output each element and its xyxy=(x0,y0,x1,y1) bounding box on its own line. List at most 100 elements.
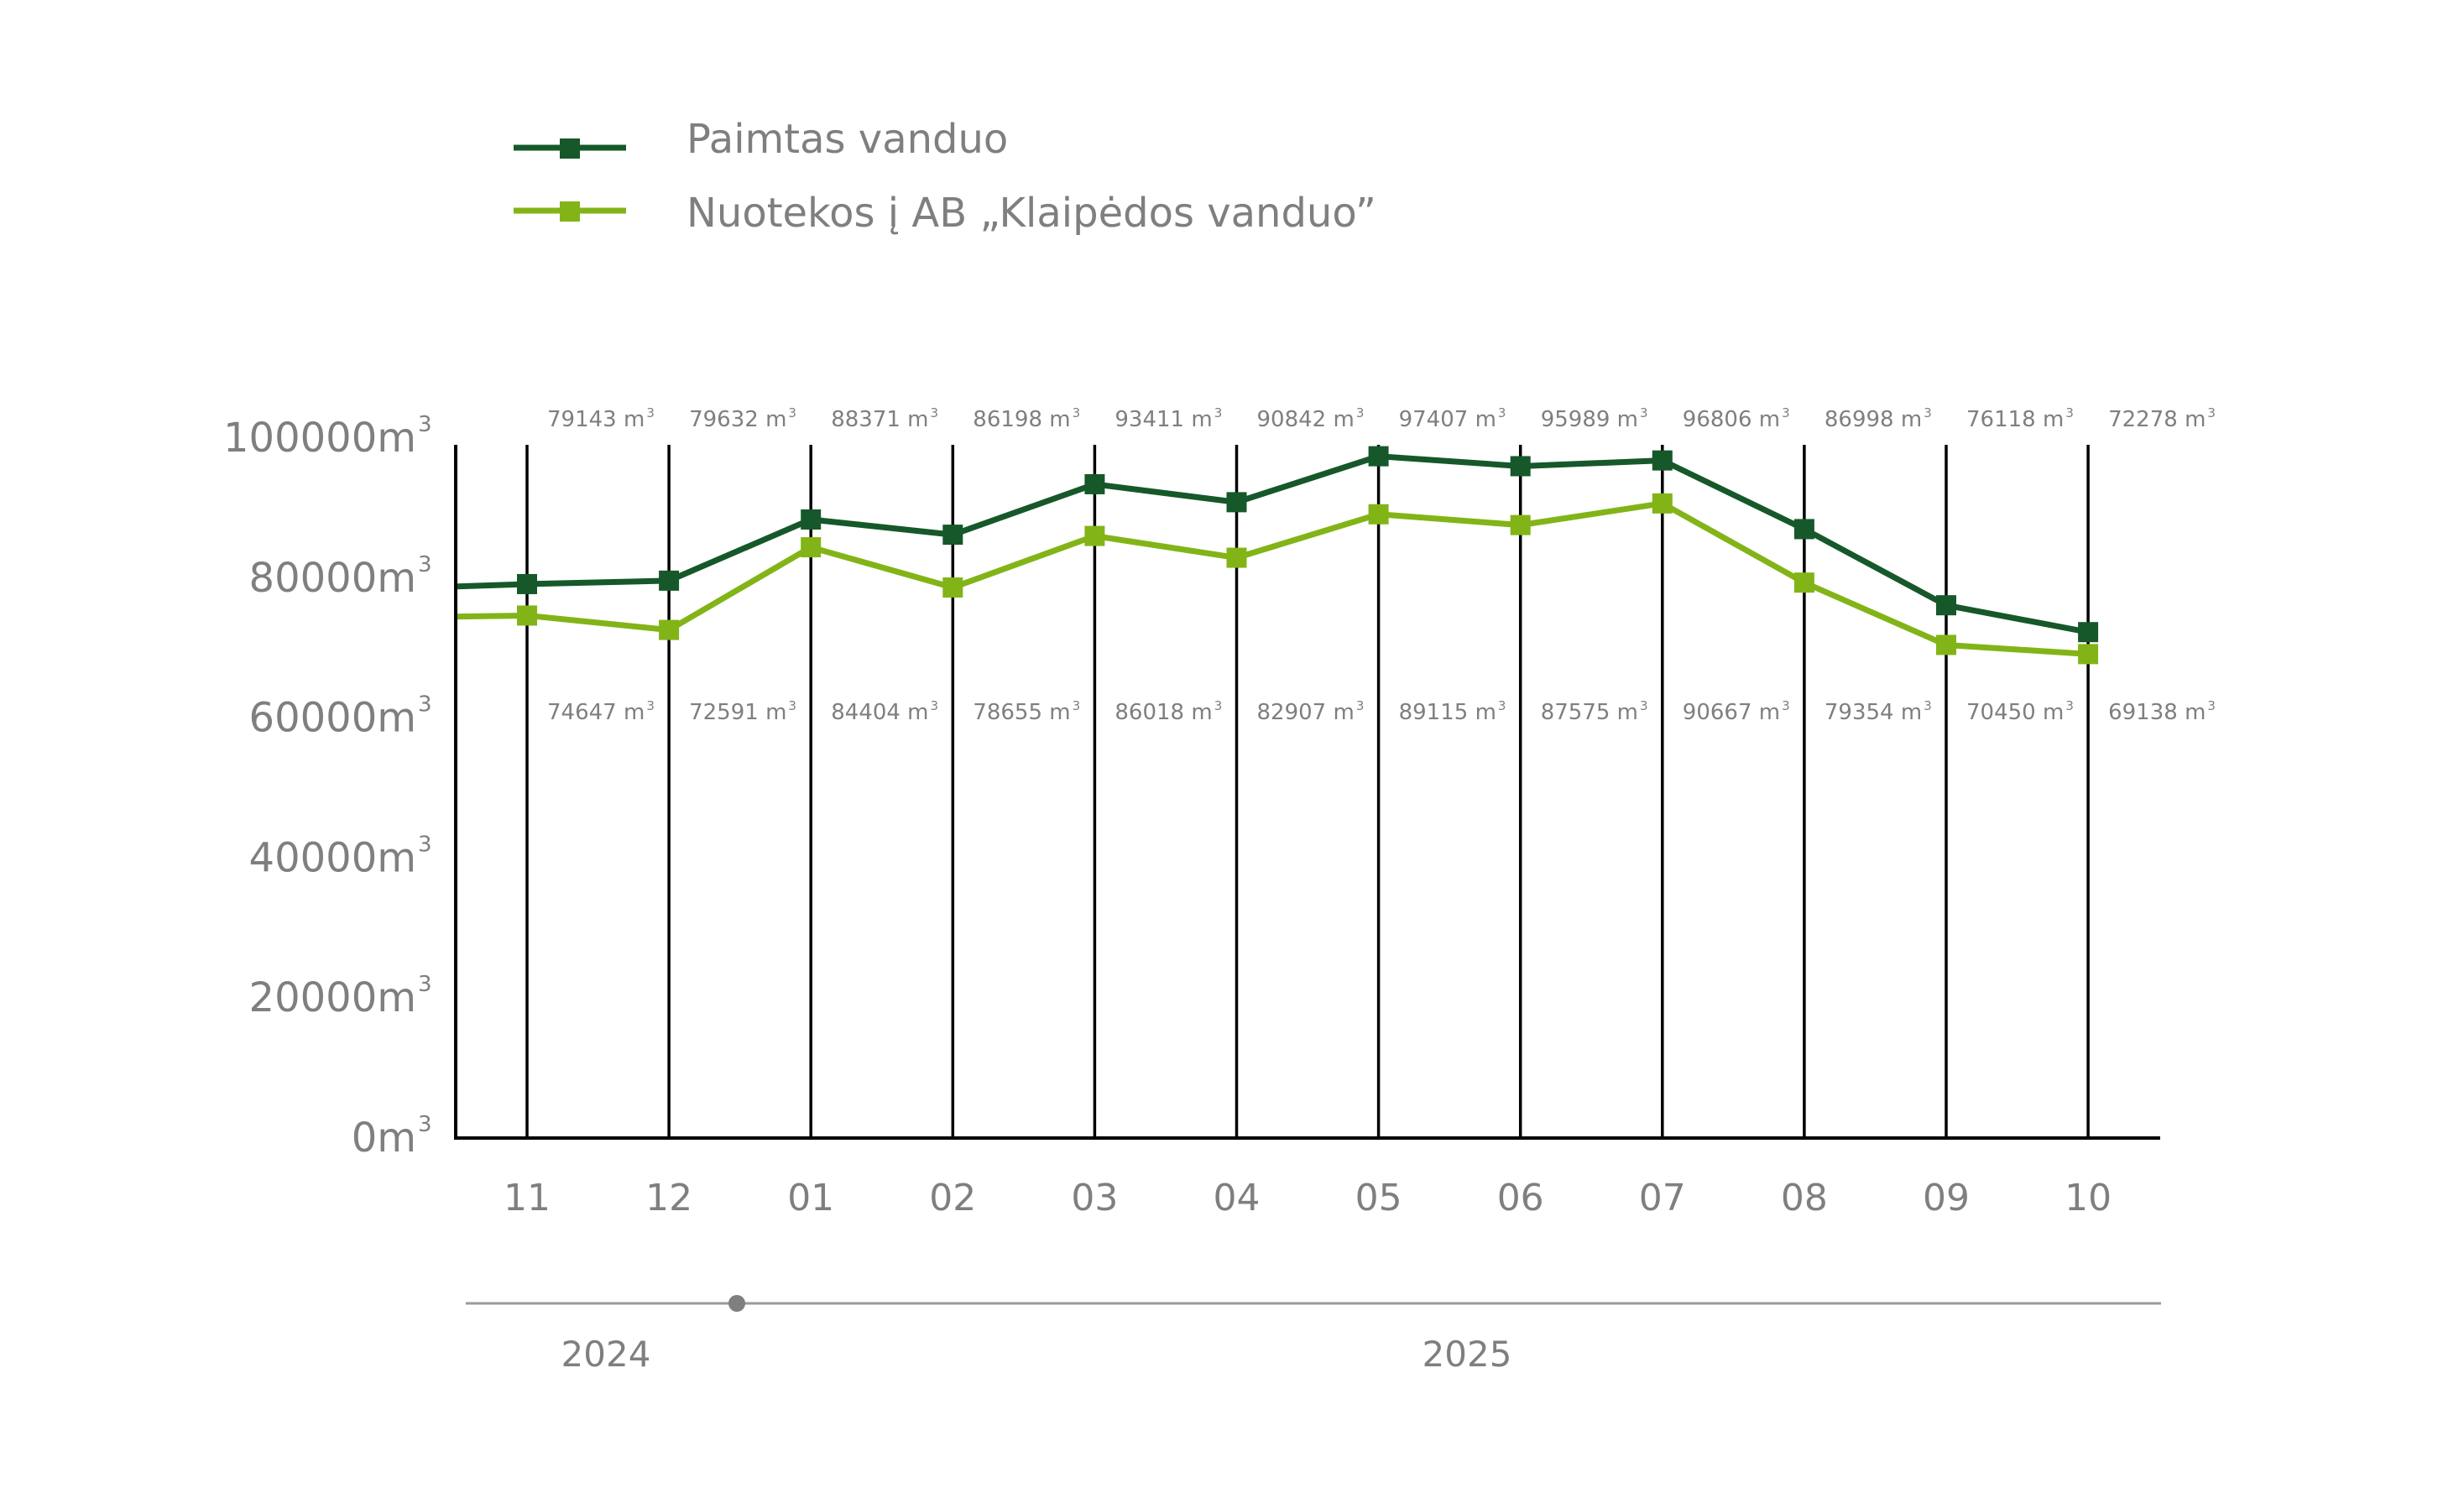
data-label-superscript: 3 xyxy=(788,698,796,713)
series-line-1 xyxy=(457,500,2089,657)
series-0-point-04 xyxy=(1226,492,1247,513)
series-0-point-01 xyxy=(801,509,822,530)
series-0-point-02 xyxy=(942,525,963,546)
data-label-1-11: 74647 m xyxy=(547,700,645,725)
y-tick-superscript: 3 xyxy=(418,412,432,437)
series-0-point-05 xyxy=(1368,446,1389,467)
data-label-superscript: 3 xyxy=(1214,698,1223,713)
data-label-0-08: 86998 m xyxy=(1825,407,1922,432)
y-tick-label-60000: 60000m xyxy=(249,695,416,742)
data-label-0-12: 79632 m xyxy=(689,407,786,432)
series-1-point-12 xyxy=(659,619,680,640)
data-label-superscript: 3 xyxy=(1073,698,1081,713)
data-label-superscript: 3 xyxy=(1214,405,1223,420)
series-1-point-07 xyxy=(1652,493,1673,514)
y-tick-label-100000: 100000m xyxy=(223,415,416,462)
series-1-point-10 xyxy=(2078,644,2099,665)
data-label-1-01: 84404 m xyxy=(831,700,928,725)
x-tick-label-01: 01 xyxy=(787,1177,834,1219)
data-label-1-12: 72591 m xyxy=(689,700,786,725)
data-label-superscript: 3 xyxy=(788,405,796,420)
y-tick-label-0: 0m xyxy=(352,1115,416,1162)
data-label-superscript: 3 xyxy=(1782,405,1790,420)
series-0-point-11 xyxy=(517,573,537,594)
data-label-superscript: 3 xyxy=(1640,405,1648,420)
data-label-1-03: 86018 m xyxy=(1115,700,1212,725)
data-label-superscript: 3 xyxy=(646,405,655,420)
year-label-2025: 2025 xyxy=(1423,1334,1512,1375)
data-label-superscript: 3 xyxy=(1782,698,1790,713)
data-label-1-02: 78655 m xyxy=(973,700,1070,725)
legend-label-nuotekos: Nuotekos į AB „Klaipėdos vanduo” xyxy=(686,190,1376,237)
legend-item-paimtas: Paimtas vanduo xyxy=(514,116,1008,163)
data-label-superscript: 3 xyxy=(2065,405,2074,420)
data-label-1-05: 89115 m xyxy=(1399,700,1496,725)
data-label-0-11: 79143 m xyxy=(547,407,645,432)
series-0-point-08 xyxy=(1793,519,1814,540)
x-tick-label-06: 06 xyxy=(1497,1177,1544,1219)
data-label-0-06: 95989 m xyxy=(1541,407,1638,432)
x-tick-label-03: 03 xyxy=(1071,1177,1118,1219)
data-label-1-10: 69138 m xyxy=(2108,700,2206,725)
data-label-1-06: 87575 m xyxy=(1541,700,1638,725)
series-1-point-11 xyxy=(517,605,537,626)
x-tick-label-08: 08 xyxy=(1781,1177,1828,1219)
series-0-point-10 xyxy=(2078,622,2099,643)
y-tick-label-40000: 40000m xyxy=(249,834,416,881)
series-0-point-09 xyxy=(1936,595,1956,616)
data-label-superscript: 3 xyxy=(1924,405,1932,420)
series-1-point-02 xyxy=(942,577,963,598)
y-tick-superscript: 3 xyxy=(418,832,432,857)
series-1-point-05 xyxy=(1368,504,1389,525)
data-label-1-09: 70450 m xyxy=(1966,700,2064,725)
data-label-superscript: 3 xyxy=(1924,698,1932,713)
data-label-superscript: 3 xyxy=(2065,698,2074,713)
y-tick-label-20000: 20000m xyxy=(249,974,416,1021)
x-tick-label-11: 11 xyxy=(504,1177,551,1219)
series-1-point-09 xyxy=(1936,634,1956,655)
series-1-point-08 xyxy=(1793,572,1814,593)
axes xyxy=(454,445,2160,1140)
data-label-superscript: 3 xyxy=(1356,405,1365,420)
timeline-dot xyxy=(728,1295,745,1312)
series-1-point-04 xyxy=(1226,547,1247,568)
x-tick-label-05: 05 xyxy=(1355,1177,1402,1219)
series-group xyxy=(457,446,2099,665)
legend-item-nuotekos: Nuotekos į AB „Klaipėdos vanduo” xyxy=(514,190,1376,237)
data-label-superscript: 3 xyxy=(2207,698,2216,713)
data-label-1-04: 82907 m xyxy=(1257,700,1355,725)
x-tick-label-07: 07 xyxy=(1639,1177,1686,1219)
data-label-superscript: 3 xyxy=(2207,405,2216,420)
series-0-point-06 xyxy=(1510,456,1531,477)
x-tick-label-10: 10 xyxy=(2065,1177,2112,1219)
y-tick-superscript: 3 xyxy=(418,972,432,997)
data-label-0-04: 90842 m xyxy=(1257,407,1355,432)
data-label-superscript: 3 xyxy=(1073,405,1081,420)
series-1-point-01 xyxy=(801,537,822,558)
y-tick-label-80000: 80000m xyxy=(249,555,416,602)
x-tick-labels: 11 12 01 02 03 04 05 06 07 08 09 10 xyxy=(504,1177,2112,1219)
x-tick-label-12: 12 xyxy=(645,1177,692,1219)
data-label-0-10: 72278 m xyxy=(2108,407,2206,432)
x-tick-label-04: 04 xyxy=(1214,1177,1261,1219)
x-tick-label-02: 02 xyxy=(929,1177,976,1219)
data-label-superscript: 3 xyxy=(1640,698,1648,713)
data-label-0-01: 88371 m xyxy=(831,407,928,432)
y-tick-superscript: 3 xyxy=(418,1112,432,1137)
data-label-1-08: 79354 m xyxy=(1825,700,1922,725)
x-tick-label-09: 09 xyxy=(1923,1177,1970,1219)
series-1-point-03 xyxy=(1084,525,1105,546)
data-label-0-02: 86198 m xyxy=(973,407,1070,432)
data-label-1-07: 90667 m xyxy=(1683,700,1780,725)
data-label-0-07: 96806 m xyxy=(1683,407,1780,432)
data-label-superscript: 3 xyxy=(931,698,939,713)
data-label-superscript: 3 xyxy=(646,698,655,713)
year-label-2024: 2024 xyxy=(561,1334,651,1375)
legend-marker-light xyxy=(560,201,580,222)
legend-label-paimtas: Paimtas vanduo xyxy=(686,116,1008,163)
legend-marker-dark xyxy=(560,138,580,159)
data-label-0-05: 97407 m xyxy=(1399,407,1496,432)
legend: Paimtas vanduo Nuotekos į AB „Klaipėdos … xyxy=(514,116,1376,237)
